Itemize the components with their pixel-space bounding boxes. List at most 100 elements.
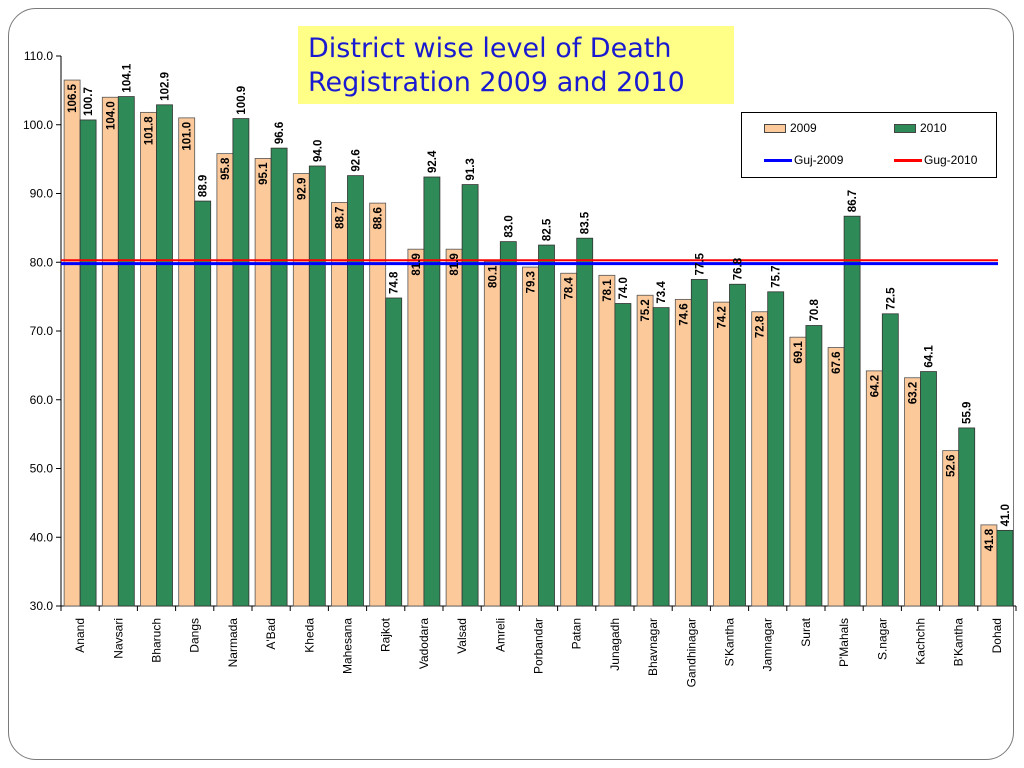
legend-item-2010: 2010	[894, 121, 947, 135]
x-category-label: Vadodara	[417, 618, 431, 669]
legend-item-guj-2010: Gug-2010	[894, 153, 977, 167]
x-category-label: Mahesana	[341, 618, 355, 674]
data-label-2010: 74.8	[389, 271, 401, 294]
x-category-label: Valsad	[455, 618, 469, 654]
bar-2010	[958, 427, 976, 607]
legend-label-guj-2009: Guj-2009	[794, 153, 844, 167]
bar-2009	[140, 111, 157, 607]
bar-series	[63, 79, 1014, 607]
data-label-2010: 75.7	[771, 265, 783, 287]
legend-label-2009: 2009	[790, 121, 817, 135]
data-label-2009: 64.2	[869, 375, 881, 397]
data-label-2010: 86.7	[847, 190, 859, 212]
data-label-2009: 80.1	[487, 265, 499, 288]
x-category-label: B'Kantha	[952, 618, 966, 667]
bar-2010	[614, 303, 632, 607]
chart-legend: 2009 2010 Guj-2009 Gug-2010	[741, 112, 997, 178]
data-label-2009: 79.3	[526, 271, 538, 293]
chart-title-line-2: Registration 2009 and 2010	[308, 67, 685, 98]
data-label-2009: 95.1	[258, 162, 270, 185]
chart-axes: 30.0 40.0 50.0 60.0 70.0 80.0 90.0 100.0 110.0 An…	[23, 49, 1017, 687]
legend-swatch-2009	[764, 123, 786, 133]
bar-2009	[751, 311, 769, 607]
bar-2010	[117, 96, 135, 607]
data-label-2010: 73.4	[656, 281, 668, 304]
x-category-label: A'Bad	[264, 618, 278, 650]
data-label-2010: 72.5	[885, 287, 897, 310]
legend-line-guj-2009	[764, 158, 792, 162]
data-label-2009: 106.5	[67, 83, 79, 112]
x-category-label: Surat	[799, 617, 813, 646]
data-label-2010: 100.7	[83, 87, 95, 116]
data-label-2009: 74.2	[717, 306, 729, 328]
data-label-2009: 92.9	[296, 178, 308, 200]
data-label-2010: 88.9	[198, 175, 210, 197]
bar-2010	[690, 279, 708, 607]
bar-2010	[347, 175, 364, 607]
data-label-2010: 55.9	[962, 402, 974, 424]
x-category-label: Patan	[570, 618, 584, 649]
x-category-label: Amreli	[493, 618, 507, 652]
chart-title-line-1: District wise level of Death	[308, 33, 672, 64]
bar-2010	[79, 119, 97, 607]
data-label-2010: 91.3	[465, 158, 477, 180]
x-category-label: Rajkot	[379, 617, 393, 652]
bar-2010	[652, 307, 670, 607]
x-category-label: Jamnagar	[761, 618, 775, 671]
bar-2010	[767, 291, 785, 607]
data-label-2010: 102.9	[160, 72, 172, 101]
bar-2009	[904, 377, 921, 607]
data-label-2009: 88.7	[335, 206, 347, 228]
chart-title-box: District wise level of Death Registratio…	[298, 26, 734, 104]
data-label-2009: 41.8	[984, 528, 996, 551]
bar-2010	[538, 244, 555, 607]
bar-2010	[996, 529, 1014, 607]
bar-2009	[713, 301, 730, 607]
bar-2009	[292, 173, 310, 607]
bar-2010	[576, 237, 594, 607]
bar-2009	[254, 158, 272, 607]
bar-2009	[63, 79, 81, 607]
legend-item-guj-2009: Guj-2009	[764, 153, 843, 167]
y-tick-label: 50.0	[30, 462, 54, 476]
bar-2009	[216, 153, 234, 607]
bar-2010	[194, 200, 212, 607]
bar-2009	[674, 298, 692, 607]
data-label-2009: 69.1	[793, 341, 805, 364]
bar-2010	[729, 283, 746, 607]
x-category-label: Bharuch	[150, 618, 164, 663]
bar-2010	[499, 241, 517, 607]
bar-2009	[178, 117, 196, 607]
bar-2010	[843, 215, 861, 607]
bar-2010	[423, 176, 441, 607]
data-label-2010: 64.1	[924, 345, 936, 368]
bar-2009	[636, 294, 654, 607]
data-label-2009: 72.8	[755, 315, 767, 338]
legend-swatch-2010	[894, 123, 916, 133]
data-label-2010: 82.5	[542, 218, 554, 241]
data-labels: 106.5 100.7 104.0 104.1 101.8 102.9 101.0 88.9 9…	[67, 63, 1012, 551]
x-category-label: Anand	[73, 618, 87, 653]
y-tick-label: 90.0	[30, 187, 54, 201]
data-label-2010: 92.6	[351, 149, 363, 171]
data-label-2009: 95.8	[220, 157, 232, 180]
data-label-2009: 63.2	[908, 382, 920, 404]
data-label-2010: 100.9	[236, 86, 248, 115]
data-label-2010: 70.8	[809, 299, 821, 322]
bar-2009	[101, 96, 119, 607]
data-label-2009: 104.0	[105, 101, 117, 130]
data-label-2009: 88.6	[373, 207, 385, 229]
legend-label-2010: 2010	[920, 121, 947, 135]
bar-2009	[483, 261, 501, 607]
bar-2010	[385, 297, 403, 607]
y-tick-label: 110.0	[24, 49, 53, 63]
data-label-2010: 41.0	[1000, 504, 1012, 526]
bar-2010	[270, 147, 288, 607]
x-category-label: Kachchh	[914, 618, 928, 665]
y-tick-label: 40.0	[30, 530, 54, 544]
x-category-label: Dohad	[990, 618, 1004, 653]
data-label-2009: 81.9	[411, 253, 423, 275]
bar-2010	[156, 104, 173, 607]
data-label-2010: 92.4	[427, 150, 439, 173]
